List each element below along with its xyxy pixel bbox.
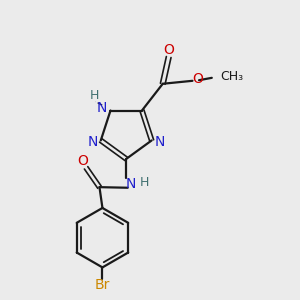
Text: O: O <box>163 43 174 57</box>
Text: O: O <box>78 154 88 168</box>
Text: N: N <box>96 101 107 115</box>
Text: N: N <box>155 135 165 148</box>
Text: H: H <box>89 89 99 102</box>
Text: H: H <box>140 176 149 189</box>
Text: Br: Br <box>95 278 110 292</box>
Text: CH₃: CH₃ <box>220 70 243 83</box>
Text: N: N <box>125 177 136 191</box>
Text: N: N <box>87 135 98 148</box>
Text: O: O <box>192 72 203 86</box>
